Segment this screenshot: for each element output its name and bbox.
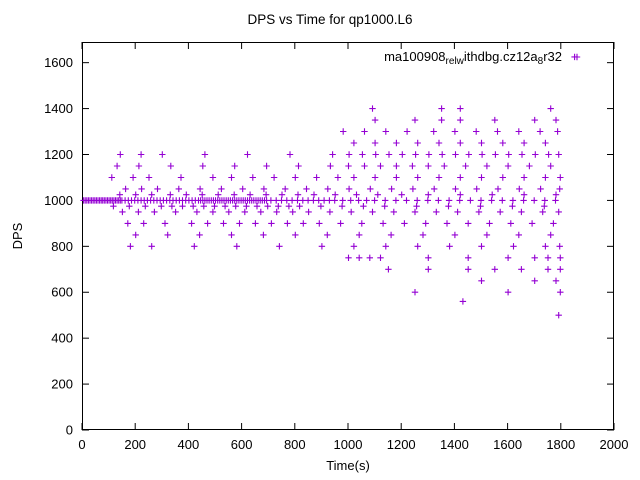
y-tick-label: 1000 bbox=[44, 193, 73, 208]
x-tick-label: 1200 bbox=[387, 437, 416, 452]
axis-ticks bbox=[81, 42, 615, 431]
chart-title: DPS vs Time for qp1000.L6 bbox=[247, 12, 412, 27]
x-tick-label: 600 bbox=[231, 437, 253, 452]
y-tick-label: 1600 bbox=[44, 55, 73, 70]
x-tick-label: 0 bbox=[78, 437, 85, 452]
y-tick-label: 1200 bbox=[44, 147, 73, 162]
x-tick-label: 800 bbox=[284, 437, 306, 452]
tick-labels: 0 200 400 600 800 1000 1200 1400 1600 1800 2000 0 20… bbox=[44, 55, 628, 452]
x-tick-label: 200 bbox=[124, 437, 146, 452]
plot-border bbox=[82, 42, 614, 430]
y-tick-label: 600 bbox=[51, 285, 73, 300]
x-tick-label: 400 bbox=[178, 437, 200, 452]
y-tick-label: 800 bbox=[51, 239, 73, 254]
y-tick-label: 0 bbox=[66, 423, 73, 438]
y-tick-label: 400 bbox=[51, 331, 73, 346]
x-tick-label: 2000 bbox=[600, 437, 629, 452]
x-tick-label: 1000 bbox=[334, 437, 363, 452]
legend-marker-plus bbox=[573, 53, 581, 61]
data-points bbox=[80, 53, 578, 319]
x-tick-label: 1600 bbox=[493, 437, 522, 452]
y-axis-label: DPS bbox=[10, 222, 25, 249]
y-tick-label: 200 bbox=[51, 377, 73, 392]
x-tick-label: 1800 bbox=[546, 437, 575, 452]
x-axis-label: Time(s) bbox=[326, 458, 370, 473]
legend: ma100908relwithdbg.cz12a8r32 bbox=[384, 49, 581, 67]
legend-label: ma100908relwithdbg.cz12a8r32 bbox=[384, 49, 562, 67]
y-tick-label: 1400 bbox=[44, 101, 73, 116]
x-tick-label: 1400 bbox=[440, 437, 469, 452]
